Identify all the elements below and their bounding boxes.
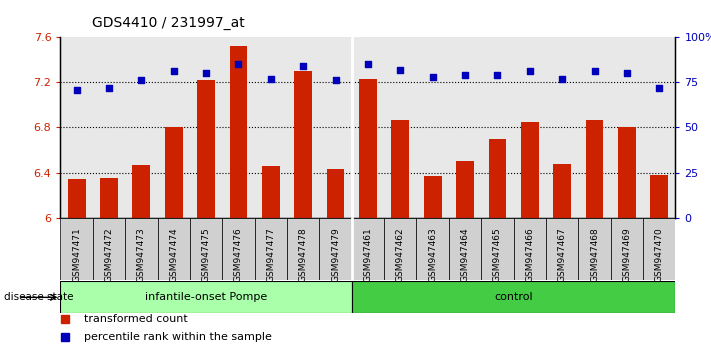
Bar [230,46,247,218]
Point [621,70,633,76]
Bar [125,218,158,280]
Text: GSM947468: GSM947468 [590,227,599,282]
Bar [651,175,668,218]
Bar [586,120,604,218]
Point [589,69,600,74]
Point [557,76,568,81]
Text: GSM947464: GSM947464 [461,227,469,282]
Bar [424,176,442,218]
Bar [384,218,417,280]
Text: GSM947470: GSM947470 [655,227,664,282]
Text: GSM947466: GSM947466 [525,227,534,282]
Point [168,69,179,74]
Text: GSM947474: GSM947474 [169,227,178,282]
Point [362,61,374,67]
Point [103,85,114,91]
Point [136,78,147,83]
Bar [223,218,255,280]
Bar [158,218,190,280]
Text: GSM947462: GSM947462 [396,227,405,282]
Bar [190,218,223,280]
Point [201,70,212,76]
Bar [262,166,279,218]
Bar [294,71,312,218]
Bar [68,179,85,218]
Point [330,78,341,83]
Text: GSM947473: GSM947473 [137,227,146,282]
Text: GSM947478: GSM947478 [299,227,308,282]
Bar [521,122,539,218]
Point [265,76,277,81]
Text: GSM947461: GSM947461 [363,227,373,282]
Bar [100,178,118,218]
Bar [319,218,352,280]
Text: GSM947471: GSM947471 [72,227,81,282]
Bar [60,281,352,313]
Point [71,87,82,92]
Text: GSM947477: GSM947477 [267,227,275,282]
Text: GSM947469: GSM947469 [622,227,631,282]
Text: control: control [494,292,533,302]
Text: infantile-onset Pompe: infantile-onset Pompe [145,292,267,302]
Point [459,72,471,78]
Text: percentile rank within the sample: percentile rank within the sample [84,332,272,342]
Text: GSM947476: GSM947476 [234,227,243,282]
Text: GSM947465: GSM947465 [493,227,502,282]
Text: transformed count: transformed count [84,314,188,324]
Bar [93,218,125,280]
Point [492,72,503,78]
Point [653,85,665,91]
Text: GSM947467: GSM947467 [557,227,567,282]
Bar [488,139,506,218]
Bar [326,169,344,218]
Point [232,61,244,67]
Bar [456,161,474,218]
Bar [618,127,636,218]
Bar [546,218,578,280]
Text: GDS4410 / 231997_at: GDS4410 / 231997_at [92,16,245,30]
Text: GSM947463: GSM947463 [428,227,437,282]
Bar [392,120,410,218]
Bar [481,218,513,280]
Bar [449,218,481,280]
Bar [165,127,183,218]
Bar [578,218,611,280]
Bar [417,218,449,280]
Point [427,74,439,80]
Bar [197,80,215,218]
Bar [611,218,643,280]
Bar [60,218,93,280]
Bar [352,281,675,313]
Bar [553,164,571,218]
Point [395,67,406,73]
Text: GSM947472: GSM947472 [105,227,114,282]
Point [524,69,535,74]
Point [297,63,309,69]
Text: disease state: disease state [4,292,73,302]
Bar [513,218,546,280]
Text: GSM947475: GSM947475 [202,227,210,282]
Bar [643,218,675,280]
Text: GSM947479: GSM947479 [331,227,340,282]
Bar [287,218,319,280]
Bar [359,79,377,218]
Bar [132,165,150,218]
Bar [352,218,384,280]
Bar [255,218,287,280]
